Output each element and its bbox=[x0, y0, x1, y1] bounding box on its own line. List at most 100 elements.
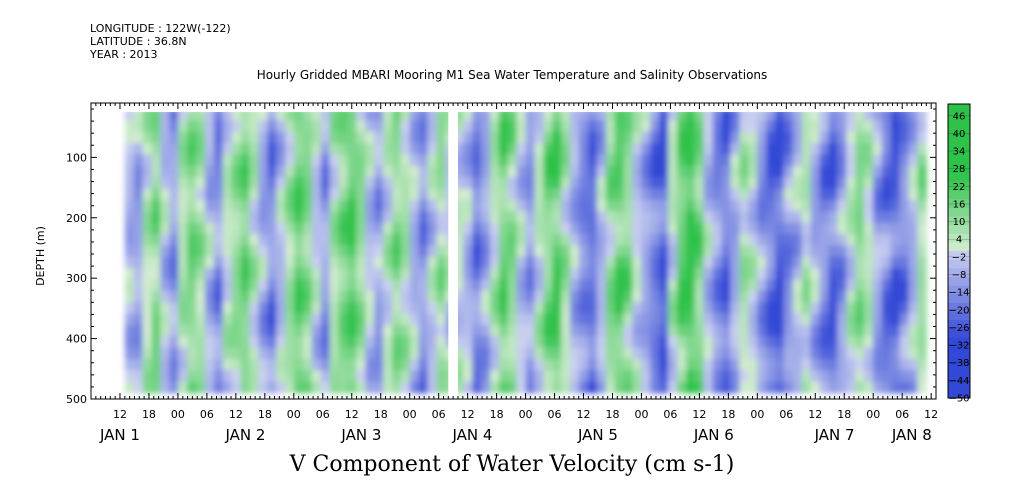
heatmap-cell bbox=[712, 165, 723, 178]
heatmap-cell bbox=[721, 313, 732, 326]
heatmap-cell bbox=[632, 336, 642, 349]
heatmap-cell bbox=[623, 381, 634, 394]
heatmap-cell bbox=[338, 256, 349, 269]
heatmap-cell bbox=[748, 188, 758, 201]
heatmap-cell bbox=[311, 358, 322, 371]
heatmap-cell bbox=[534, 112, 544, 121]
heatmap-cell bbox=[587, 131, 598, 144]
heatmap-cell bbox=[659, 131, 669, 144]
heatmap-cell bbox=[169, 154, 179, 167]
heatmap-cell bbox=[650, 199, 660, 212]
heatmap-cell bbox=[463, 233, 473, 246]
heatmap-cell bbox=[409, 313, 420, 326]
heatmap-cell bbox=[178, 120, 188, 133]
heatmap-cell bbox=[409, 233, 420, 246]
heatmap-cell bbox=[222, 120, 233, 133]
heatmap-cell bbox=[329, 279, 340, 292]
heatmap-cell bbox=[579, 245, 589, 258]
heatmap-cell bbox=[748, 131, 758, 144]
heatmap-cell bbox=[311, 268, 322, 280]
heatmap-cell bbox=[231, 324, 242, 337]
heatmap-cell bbox=[543, 256, 553, 269]
heatmap-cell bbox=[605, 256, 616, 269]
heatmap-cell bbox=[801, 233, 812, 246]
heatmap-cell bbox=[534, 188, 544, 201]
heatmap-cell bbox=[489, 199, 500, 212]
heatmap-cell bbox=[872, 370, 883, 383]
heatmap-cell bbox=[454, 211, 464, 224]
heatmap-cell bbox=[481, 199, 491, 212]
heatmap-cell bbox=[347, 233, 357, 246]
heatmap-cell bbox=[427, 120, 438, 133]
heatmap-cell bbox=[418, 165, 429, 178]
heatmap-cell bbox=[124, 313, 135, 326]
heatmap-cell bbox=[329, 336, 340, 349]
heatmap-cell bbox=[917, 268, 927, 280]
heatmap-cell bbox=[685, 233, 696, 246]
heatmap-cell bbox=[614, 370, 625, 383]
heatmap-cell bbox=[311, 233, 322, 246]
heatmap-cell bbox=[249, 279, 259, 292]
heatmap-cell bbox=[383, 370, 393, 383]
heatmap-cell bbox=[819, 188, 829, 201]
heatmap-cell bbox=[712, 112, 723, 121]
heatmap-cell bbox=[338, 268, 349, 280]
heatmap-cell bbox=[436, 211, 447, 224]
heatmap-cell bbox=[748, 222, 758, 235]
heatmap-cell bbox=[365, 177, 375, 190]
heatmap-cell bbox=[196, 313, 206, 326]
heatmap-cell bbox=[908, 199, 919, 212]
heatmap-cell bbox=[899, 268, 910, 280]
heatmap-cell bbox=[659, 268, 669, 280]
colorbar-swatch bbox=[948, 164, 970, 174]
heatmap-cell bbox=[703, 370, 714, 383]
heatmap-cell bbox=[258, 177, 268, 190]
heatmap-cell bbox=[196, 381, 206, 394]
heatmap-cell bbox=[472, 245, 482, 258]
heatmap-cell bbox=[855, 222, 865, 235]
heatmap-cell bbox=[748, 154, 758, 167]
heatmap-cell bbox=[249, 154, 259, 167]
heatmap-cell bbox=[427, 245, 438, 258]
heatmap-cell bbox=[400, 188, 411, 201]
heatmap-cell bbox=[837, 256, 847, 269]
heatmap-cell bbox=[614, 290, 625, 303]
heatmap-cell bbox=[579, 268, 589, 280]
heatmap-cell bbox=[748, 290, 758, 303]
heatmap-cell bbox=[356, 358, 366, 371]
heatmap-cell bbox=[427, 313, 438, 326]
heatmap-cell bbox=[302, 347, 313, 360]
heatmap-cell bbox=[249, 165, 259, 178]
heatmap-cell bbox=[294, 233, 304, 246]
heatmap-cell bbox=[427, 177, 438, 190]
heatmap-cell bbox=[187, 268, 197, 280]
heatmap-cell bbox=[204, 165, 215, 178]
heatmap-cell bbox=[864, 381, 874, 394]
heatmap-cell bbox=[302, 324, 313, 337]
heatmap-cell bbox=[534, 131, 544, 144]
heatmap-cell bbox=[196, 336, 206, 349]
heatmap-cell bbox=[828, 143, 838, 156]
heatmap-cell bbox=[383, 154, 393, 167]
heatmap-cell bbox=[659, 358, 669, 371]
colorbar-label: −20 bbox=[948, 305, 969, 316]
heatmap-cell bbox=[783, 336, 794, 349]
heatmap-cell bbox=[614, 177, 625, 190]
heatmap-cell bbox=[463, 165, 473, 178]
heatmap-cell bbox=[881, 279, 892, 292]
x-tick-label: 06 bbox=[316, 408, 330, 421]
heatmap-cell bbox=[276, 120, 286, 133]
heatmap-cell bbox=[668, 120, 678, 133]
heatmap-cell bbox=[516, 370, 527, 383]
heatmap-cell bbox=[489, 256, 500, 269]
heatmap-cell bbox=[525, 256, 536, 269]
colorbar-swatch bbox=[948, 216, 970, 226]
heatmap-cell bbox=[685, 112, 696, 121]
heatmap-cell bbox=[872, 131, 883, 144]
heatmap-cell bbox=[730, 131, 740, 144]
heatmap-cell bbox=[703, 245, 714, 258]
heatmap-cell bbox=[694, 188, 705, 201]
heatmap-cell bbox=[481, 381, 491, 394]
heatmap-cell bbox=[498, 245, 509, 258]
heatmap-cell bbox=[632, 313, 642, 326]
